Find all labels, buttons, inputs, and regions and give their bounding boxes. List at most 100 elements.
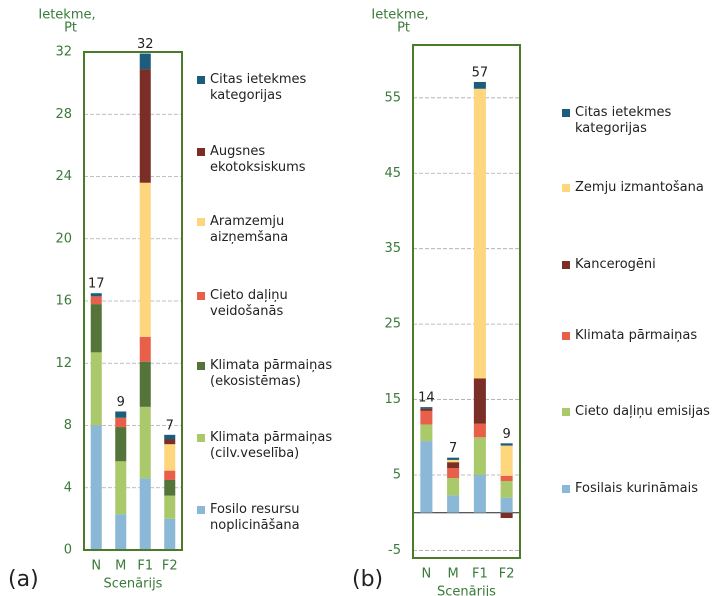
- x-tick-label: M: [448, 567, 459, 582]
- y-tick-label: 15: [384, 392, 401, 407]
- bar-segment: [473, 81, 486, 89]
- bar-segment: [90, 425, 102, 550]
- bar-segment: [420, 408, 433, 411]
- bar-segment: [139, 182, 151, 337]
- legend-swatch: [562, 332, 570, 340]
- y-tick-label: 4: [64, 480, 72, 495]
- x-tick-label: F2: [162, 559, 178, 574]
- legend-swatch: [197, 218, 205, 226]
- total-label: 57: [472, 65, 489, 80]
- bar-segment: [139, 336, 151, 362]
- bar-segment: [139, 53, 151, 70]
- total-label: 9: [502, 427, 510, 442]
- bar-segment: [90, 296, 102, 305]
- bar-segment: [139, 406, 151, 479]
- bar-segment: [500, 497, 513, 513]
- bar-segment: [420, 407, 433, 409]
- y-tick-label: 32: [55, 45, 72, 60]
- y-tick-label: 35: [384, 241, 401, 256]
- bar-segment: [164, 439, 176, 445]
- bar-segment: [473, 475, 486, 513]
- bar-segment: [164, 518, 176, 550]
- legend-label: Aramzemju aizņemšana: [210, 214, 289, 245]
- bar-segment: [164, 479, 176, 496]
- bar-segment: [420, 424, 433, 442]
- bar-segment: [139, 69, 151, 183]
- bar-segment: [473, 423, 486, 438]
- bar-segment: [164, 495, 176, 519]
- y-tick-label: 20: [55, 231, 72, 246]
- bar-segment: [420, 441, 433, 513]
- bar-segment: [420, 410, 433, 425]
- bar-segment: [447, 495, 460, 513]
- bar-segment: [115, 411, 127, 418]
- bar-segment: [90, 352, 102, 426]
- total-label: 7: [166, 418, 174, 433]
- legend-label: Fosilais kurināmais: [575, 481, 698, 496]
- legend-swatch: [197, 76, 205, 84]
- y-tick-label: 45: [384, 166, 401, 181]
- bar-segment: [115, 461, 127, 515]
- plot-frame: [83, 51, 183, 551]
- y-axis-label: Ietekme,: [38, 8, 95, 23]
- x-tick-label: N: [91, 559, 101, 574]
- legend-label: Augsnes ekotoksiskums: [210, 144, 306, 175]
- legend-swatch: [197, 434, 205, 442]
- bar-segment: [139, 478, 151, 550]
- x-tick-label: F2: [499, 567, 515, 582]
- y-tick-label: -5: [388, 543, 401, 558]
- bar-segment: [447, 478, 460, 496]
- legend-label: Zemju izmantošana: [575, 180, 704, 195]
- legend-label: Cieto daļiņu emisijas: [575, 404, 710, 419]
- total-label: 7: [449, 441, 457, 456]
- y-tick-label: 0: [64, 543, 72, 558]
- bar-segment: [447, 457, 460, 460]
- x-tick-label: M: [115, 559, 126, 574]
- bar-segment: [500, 445, 513, 476]
- legend-label: Citas ietekmes kategorijas: [210, 72, 307, 103]
- panel-label: (a): [8, 567, 39, 592]
- bar-segment: [447, 468, 460, 479]
- legend-label: Klimata pārmaiņas: [575, 328, 698, 343]
- bar-segment: [447, 459, 460, 463]
- y-tick-label: 5: [393, 468, 401, 483]
- bar-segment: [164, 444, 176, 471]
- total-label: 17: [88, 277, 105, 292]
- legend-swatch: [562, 261, 570, 269]
- y-tick-label: 16: [55, 294, 72, 309]
- legend-label: Klimata pārmaiņas (cilv.veselība): [210, 430, 333, 461]
- legend-swatch: [562, 109, 570, 117]
- bar-segment: [500, 481, 513, 498]
- legend-swatch: [197, 148, 205, 156]
- x-axis-label: Scenārijs: [437, 585, 496, 596]
- bar-segment: [500, 512, 513, 519]
- bar-segment: [164, 434, 176, 440]
- bar-segment: [90, 293, 102, 297]
- legend-label: Cieto daļiņu veidošanās: [210, 288, 288, 319]
- bar-segment: [164, 470, 176, 480]
- plot-frame: [412, 44, 521, 559]
- y-axis-label: Pt: [64, 21, 77, 36]
- bar-segment: [115, 427, 127, 462]
- legend-swatch: [197, 292, 205, 300]
- legend-swatch: [197, 506, 205, 514]
- bar-segment: [115, 514, 127, 550]
- legend-label: Kancerogēni: [575, 257, 656, 272]
- legend-label: Citas ietekmes kategorijas: [575, 105, 672, 136]
- x-axis-label: Scenārijs: [104, 577, 163, 592]
- y-tick-label: 55: [384, 90, 401, 105]
- bar-segment: [473, 378, 486, 424]
- legend-label: Klimata pārmaiņas (ekosistēmas): [210, 358, 333, 389]
- y-tick-label: 28: [55, 107, 72, 122]
- bar-segment: [139, 361, 151, 407]
- legend-label: Fosilo resursu noplicināšana: [210, 502, 300, 533]
- total-label: 14: [418, 391, 435, 406]
- x-tick-label: N: [422, 567, 432, 582]
- bar-segment: [447, 462, 460, 469]
- legend-swatch: [197, 362, 205, 370]
- bar-segment: [115, 417, 127, 428]
- panel-label: (b): [352, 567, 383, 592]
- total-label: 9: [117, 395, 125, 410]
